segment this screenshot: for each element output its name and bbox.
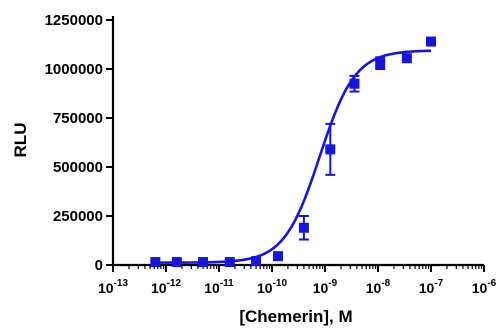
y-tick-label: 500000: [53, 159, 103, 176]
fit-curve-layer: [155, 49, 432, 264]
data-point: [224, 257, 235, 268]
x-tick-label: 10-11: [204, 278, 234, 296]
data-points-layer: [150, 36, 436, 268]
y-tick-label: 1000000: [45, 61, 103, 78]
x-tick-label: 10-10: [257, 278, 287, 296]
data-point: [375, 58, 386, 69]
y-tick-label: 1250000: [45, 12, 103, 29]
data-point: [298, 222, 309, 233]
y-tick-label: 750000: [53, 110, 103, 127]
x-axis-title: [Chemerin], M: [239, 307, 352, 326]
x-tick-label: 10-13: [98, 278, 128, 296]
x-tick-label: 10-7: [419, 278, 444, 296]
x-axis-ticks: 10-13 10-12 10-11 10-10 10-9 10-8 10-7 10-6: [98, 265, 497, 296]
y-tick-label: 250000: [53, 208, 103, 225]
data-point: [401, 53, 412, 64]
x-tick-label: 10-6: [472, 278, 497, 296]
data-point: [171, 257, 182, 268]
fit-curve: [155, 49, 432, 264]
x-tick-label: 10-9: [313, 278, 338, 296]
data-point: [198, 257, 209, 268]
x-tick-label: 10-8: [366, 278, 391, 296]
y-axis-title: RLU: [11, 123, 30, 158]
x-tick-label: 10-12: [151, 278, 181, 296]
axes: [111, 16, 484, 267]
y-tick-label: 0: [95, 257, 103, 274]
data-point: [150, 257, 161, 268]
data-point: [273, 251, 284, 262]
data-point: [349, 78, 360, 89]
y-axis-ticks: 0 250000 500000 750000 1000000 1250000: [45, 12, 113, 274]
data-point: [325, 144, 336, 155]
data-point: [251, 256, 262, 267]
data-point: [426, 36, 436, 47]
